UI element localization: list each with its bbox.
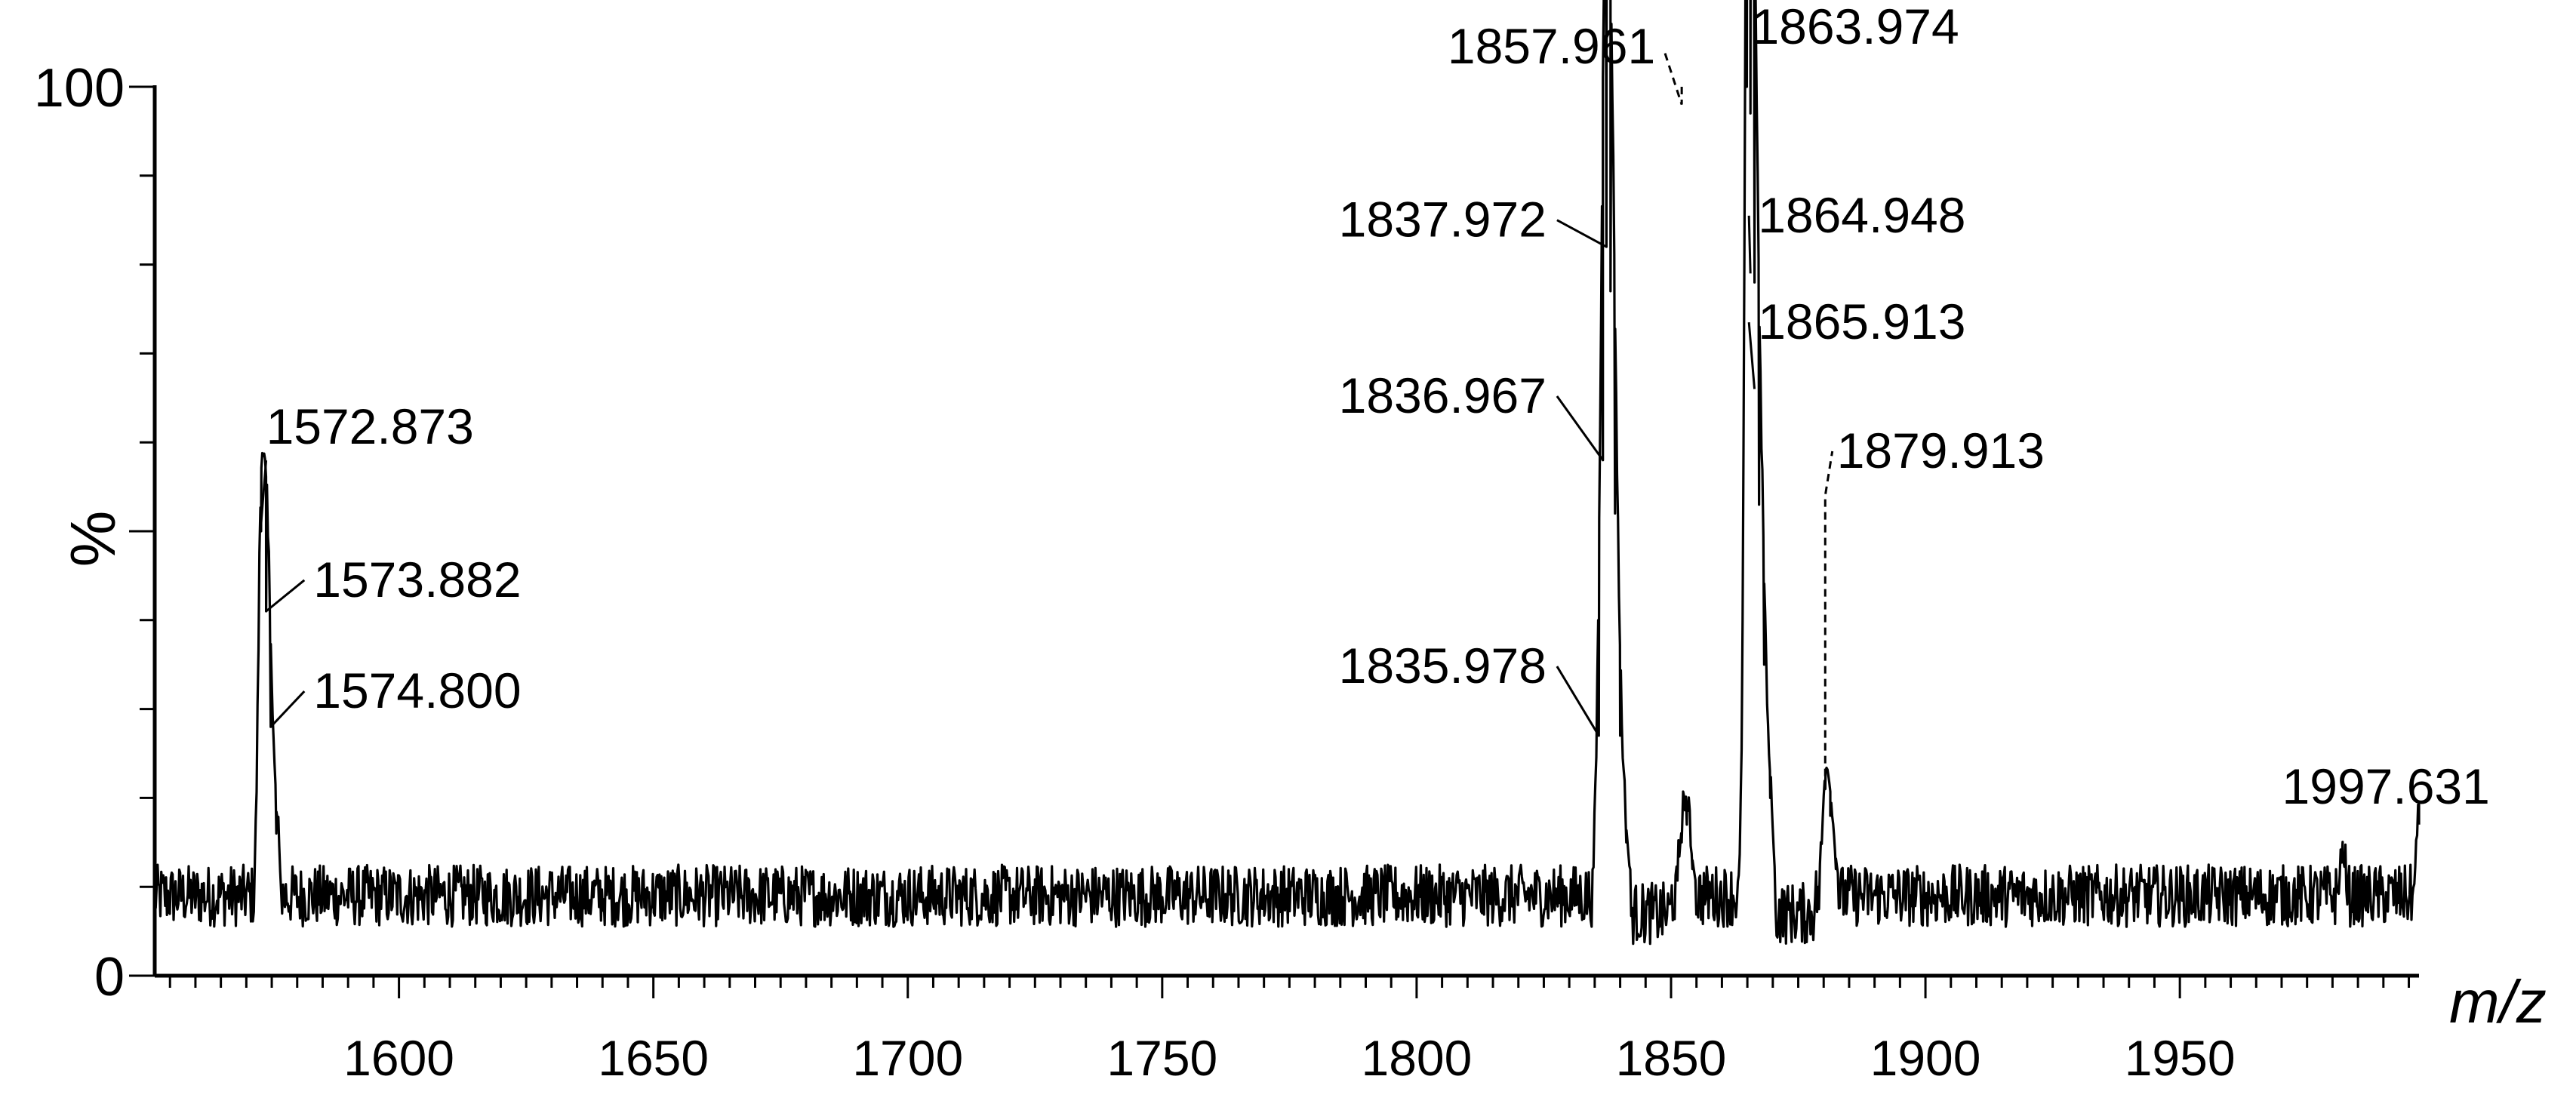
peak-annotation: 1997.631 — [2282, 758, 2490, 814]
peak-label: 1864.948 — [1758, 187, 1965, 243]
peak-label: 1835.978 — [1339, 638, 1547, 693]
peak-annotation: 1864.948 — [1747, 187, 1965, 274]
x-tick-label: 1600 — [343, 1030, 454, 1086]
axes: 1600 1650 1700 1750 1800 1850 1900 1950 0 100 — [34, 58, 2419, 1086]
y-tick-label: 0 — [94, 947, 125, 1007]
peak-annotation: 1836.967 — [1339, 367, 1604, 461]
peak-annotation: 1835.978 — [1339, 638, 1600, 736]
peak-label: 1857.961 — [1448, 18, 1655, 74]
y-axis-label: % — [57, 511, 128, 567]
peak-label: 1879.913 — [1837, 423, 2045, 478]
peak-annotations: 1572.873 1573.882 1574.800 1837.972 1836.967… — [260, 0, 2490, 814]
annotation-leader — [269, 690, 306, 728]
x-tick-label: 1950 — [2125, 1030, 2236, 1086]
spectrum-trace — [153, 0, 2421, 946]
peak-label: 1837.972 — [1339, 192, 1547, 248]
peak-label: 1572.873 — [266, 398, 474, 454]
annotation-leader — [1556, 666, 1600, 736]
peak-label: 1865.913 — [1758, 294, 1965, 349]
peak-label: 1574.800 — [313, 663, 521, 718]
peak-annotation: 1857.961 — [1448, 18, 1683, 106]
x-axis-label: m/z — [2449, 968, 2547, 1035]
peak-annotation: 1572.873 — [260, 398, 474, 531]
annotation-leader — [1747, 215, 1752, 274]
y-tick-label: 100 — [34, 58, 125, 118]
spectrum-trace-group — [153, 0, 2421, 946]
peak-annotation: 1574.800 — [269, 663, 522, 728]
peak-annotation: 1879.913 — [1824, 423, 2045, 789]
peak-label: 1836.967 — [1339, 367, 1547, 423]
peak-annotation: 1865.913 — [1747, 294, 1965, 389]
peak-annotation: 1573.882 — [265, 552, 522, 613]
peak-annotation: 1837.972 — [1339, 192, 1608, 248]
annotation-leader — [1556, 219, 1608, 248]
annotation-leader — [1824, 450, 1834, 789]
annotation-leader — [1747, 322, 1756, 389]
x-tick-label: 1650 — [598, 1030, 709, 1086]
annotation-leader — [1556, 395, 1604, 461]
annotation-leader — [260, 460, 268, 531]
x-tick-label: 1800 — [1361, 1030, 1472, 1086]
x-tick-label: 1850 — [1616, 1030, 1727, 1086]
x-tick-label: 1750 — [1106, 1030, 1217, 1086]
x-tick-label: 1700 — [852, 1030, 963, 1086]
peak-label: 1863.974 — [1751, 0, 1959, 54]
peak-annotation: 1863.974 — [1751, 0, 1959, 54]
x-tick-label: 1900 — [1870, 1030, 1981, 1086]
peak-label: 1573.882 — [313, 552, 521, 607]
peak-label: 1997.631 — [2282, 758, 2490, 814]
annotation-leader — [1663, 51, 1683, 106]
annotation-leader — [265, 579, 306, 613]
